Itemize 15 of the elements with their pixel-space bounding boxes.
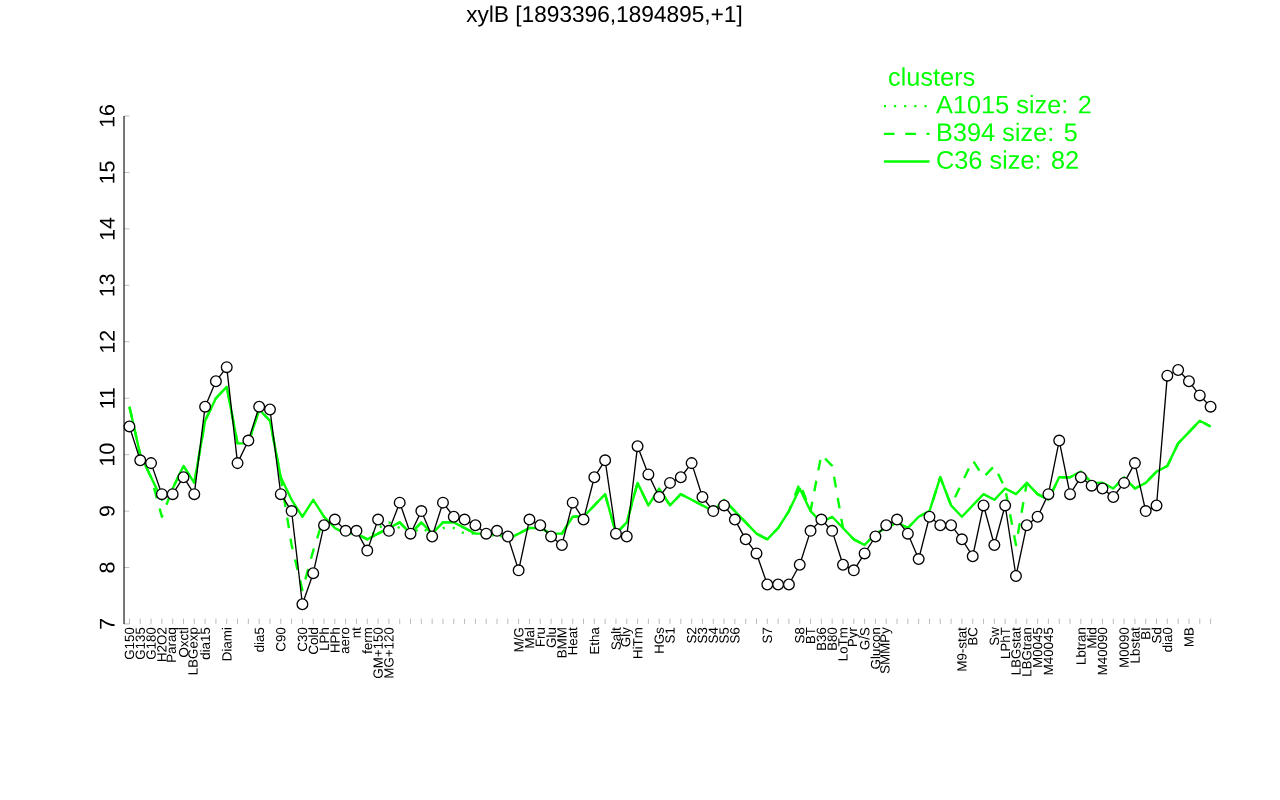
legend-title: clusters xyxy=(889,67,975,86)
y-tick-label: 14 xyxy=(99,217,115,240)
y-tick-label: 16 xyxy=(99,105,115,127)
legend-label: A1015 size: 2 xyxy=(936,94,1091,114)
y-tick-label: 15 xyxy=(99,161,115,183)
y-tick-label: 11 xyxy=(99,388,115,408)
chart-title: xylB [1893396,1894895,+1] xyxy=(466,5,742,27)
y-tick-label: 10 xyxy=(99,443,115,465)
y-tick-label: 7 xyxy=(99,619,115,629)
y-tick-label: 12 xyxy=(99,330,115,353)
y-tick-label: 13 xyxy=(99,274,115,296)
legend-label: B394 size: 5 xyxy=(938,122,1077,142)
y-tick-label: 8 xyxy=(99,562,115,573)
legend-label: C36 size: 82 xyxy=(937,150,1078,169)
y-tick-label: 9 xyxy=(99,506,115,517)
